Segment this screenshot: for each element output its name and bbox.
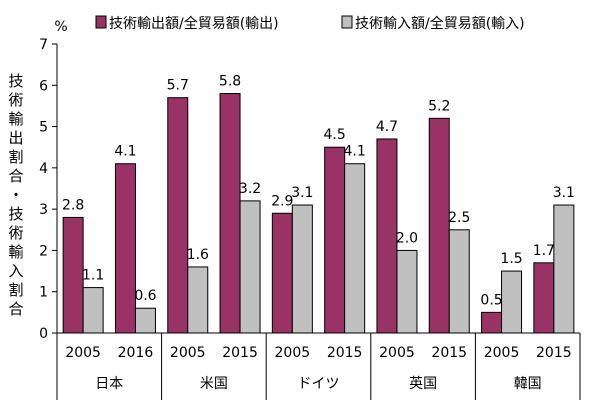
y-unit-label: % [54, 19, 67, 35]
x-country-label-2: ドイツ [298, 376, 340, 392]
data-label-export-6: 4.7 [376, 119, 398, 135]
y-tick-label-4: 4 [39, 161, 48, 177]
data-label-import-2: 1.6 [187, 247, 209, 263]
bar-import-4 [291, 204, 313, 334]
data-label-export-8: 0.5 [480, 292, 502, 308]
y-tick-label-7: 7 [39, 37, 48, 53]
bar-import-8 [501, 270, 523, 334]
bar-export-8 [481, 311, 503, 334]
data-label-export-5: 4.5 [324, 127, 346, 143]
data-label-export-4: 2.9 [271, 193, 293, 209]
data-label-import-6: 2.0 [396, 230, 418, 246]
y-tick-label-0: 0 [39, 326, 48, 342]
data-label-import-8: 1.5 [500, 251, 522, 267]
y-tick-label-5: 5 [39, 120, 48, 136]
x-year-label-8: 2005 [484, 345, 520, 361]
x-year-label-0: 2005 [65, 345, 101, 361]
bar-export-4 [271, 212, 293, 334]
data-label-export-0: 2.8 [62, 197, 84, 213]
bar-export-2 [167, 97, 189, 334]
x-year-label-4: 2005 [275, 345, 311, 361]
legend-swatch-export [95, 15, 107, 29]
x-country-label-0: 日本 [95, 376, 123, 392]
data-label-export-2: 5.7 [167, 78, 189, 94]
bar-import-5 [344, 163, 366, 334]
data-label-export-1: 4.1 [114, 144, 136, 160]
data-label-import-4: 3.1 [291, 185, 313, 201]
y-tick-label-3: 3 [39, 202, 48, 218]
bar-export-1 [114, 163, 136, 334]
data-label-import-0: 1.1 [82, 268, 104, 284]
x-year-label-1: 2016 [118, 345, 154, 361]
bar-import-6 [396, 249, 418, 334]
data-label-export-9: 1.7 [533, 243, 555, 259]
data-label-import-5: 4.1 [344, 144, 366, 160]
x-year-label-3: 2015 [222, 345, 258, 361]
x-year-label-5: 2015 [327, 345, 363, 361]
x-country-label-4: 韓国 [514, 376, 542, 392]
x-year-label-2: 2005 [170, 345, 206, 361]
bar-export-9 [533, 262, 555, 334]
data-label-import-3: 3.2 [239, 181, 261, 197]
bar-import-3 [239, 200, 261, 334]
y-tick-label-2: 2 [39, 243, 48, 259]
data-label-import-9: 3.1 [553, 185, 575, 201]
x-year-label-7: 2015 [431, 345, 467, 361]
bar-export-6 [376, 138, 398, 334]
legend-label-import: 技術輸入額/全貿易額(輸入) [355, 15, 525, 32]
bar-export-3 [219, 93, 241, 334]
data-label-export-7: 5.2 [428, 98, 450, 114]
data-label-export-3: 5.8 [219, 74, 241, 90]
y-tick-label-6: 6 [39, 78, 48, 94]
bar-import-7 [448, 229, 470, 334]
bar-export-0 [62, 216, 84, 334]
y-tick-label-1: 1 [39, 285, 48, 301]
bar-export-5 [324, 146, 346, 334]
y-axis-title: 技術輸出割合・技術輸入割合 [8, 72, 23, 318]
bar-import-0 [82, 287, 104, 334]
legend-swatch-import [341, 15, 353, 29]
x-country-label-3: 英国 [409, 375, 437, 392]
data-label-import-1: 0.6 [134, 288, 156, 304]
bar-import-1 [134, 307, 156, 334]
data-label-import-7: 2.5 [448, 210, 470, 226]
x-country-label-1: 米国 [200, 376, 228, 392]
bar-import-9 [553, 204, 575, 334]
bar-import-2 [187, 266, 209, 334]
bar-export-7 [428, 117, 450, 334]
x-year-label-9: 2015 [536, 345, 572, 361]
legend-label-export: 技術輸出額/全貿易額(輸出) [109, 15, 279, 32]
x-year-label-6: 2005 [379, 345, 415, 361]
